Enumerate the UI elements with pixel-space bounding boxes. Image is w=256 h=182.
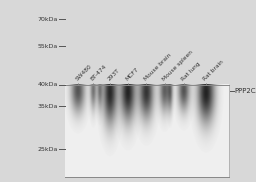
Text: SW480: SW480	[74, 64, 93, 82]
Text: 40kDa: 40kDa	[37, 82, 58, 87]
Text: 35kDa: 35kDa	[37, 104, 58, 109]
Text: 55kDa: 55kDa	[37, 44, 58, 49]
Text: Rat brain: Rat brain	[202, 60, 225, 82]
Text: PPP2CA: PPP2CA	[234, 88, 256, 94]
Text: Mouse brain: Mouse brain	[143, 53, 172, 82]
Text: Rat lung: Rat lung	[180, 61, 201, 82]
Bar	[65, 85, 229, 177]
Text: Mouse spleen: Mouse spleen	[161, 50, 194, 82]
Text: BT-474: BT-474	[90, 64, 108, 82]
Text: MCF7: MCF7	[124, 67, 140, 82]
Text: 70kDa: 70kDa	[37, 17, 58, 22]
Text: 25kDa: 25kDa	[37, 147, 58, 152]
Text: 293T: 293T	[106, 68, 121, 82]
